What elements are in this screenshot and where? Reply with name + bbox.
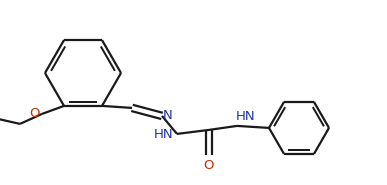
Text: O: O <box>29 107 40 120</box>
Text: HN: HN <box>236 110 256 123</box>
Text: HN: HN <box>153 128 173 141</box>
Text: N: N <box>163 109 173 122</box>
Text: O: O <box>204 159 214 172</box>
